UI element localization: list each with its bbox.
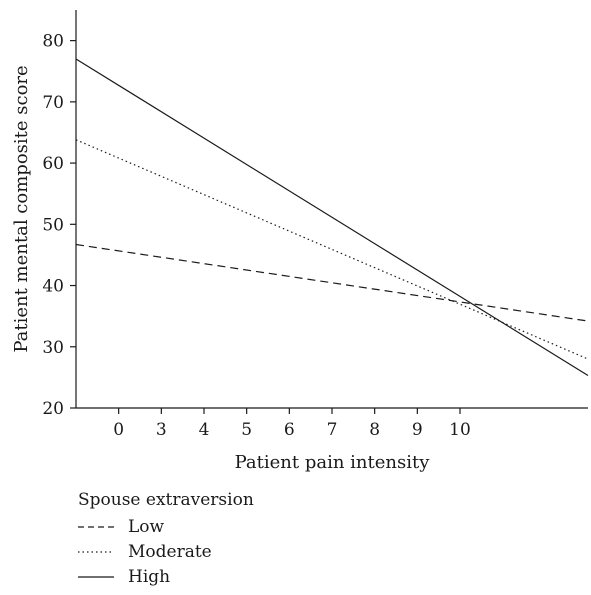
x-tick-label: 6 [284,420,295,440]
x-tick-label: 10 [449,420,471,440]
legend-swatch-high [78,575,114,578]
y-tick-label: 60 [42,154,64,174]
y-tick-label: 40 [42,277,64,297]
series-line-high [75,58,589,377]
y-tick-label: 80 [42,32,64,52]
x-axis-label: Patient pain intensity [235,452,431,473]
y-tick-label: 20 [42,399,64,419]
series-line-low [75,243,589,322]
x-tick-label: 0 [113,420,124,440]
x-tick-label: 5 [241,420,252,440]
x-ticks: 0 3 4 5 6 7 8 9 10 [113,408,471,440]
legend-item-high: High [78,564,254,589]
legend-item-low: Low [78,514,254,539]
y-axis-label: Patient mental composite score [11,65,32,352]
x-tick-label: 9 [412,420,423,440]
y-tick-label: 70 [42,93,64,113]
axes [75,10,588,409]
x-tick-label: 4 [199,420,210,440]
chart: 20 30 40 50 60 70 80 0 3 4 5 6 7 8 9 10 Patient pain i… [11,10,589,473]
y-tick-label: 30 [42,338,64,358]
legend-swatch-moderate [78,550,114,553]
series-line-moderate [75,139,589,360]
legend-label-high: High [128,566,171,587]
legend-label-moderate: Moderate [128,541,212,562]
y-ticks: 20 30 40 50 60 70 80 [42,32,76,419]
legend: Spouse extraversion Low Moderate High [78,490,254,589]
x-tick-label: 8 [369,420,380,440]
x-tick-label: 3 [156,420,167,440]
series-lines [75,58,589,377]
legend-title: Spouse extraversion [78,490,254,510]
legend-label-low: Low [128,516,165,537]
y-tick-label: 50 [42,215,64,235]
legend-swatch-low [78,525,114,528]
x-tick-label: 7 [327,420,338,440]
legend-item-moderate: Moderate [78,539,254,564]
